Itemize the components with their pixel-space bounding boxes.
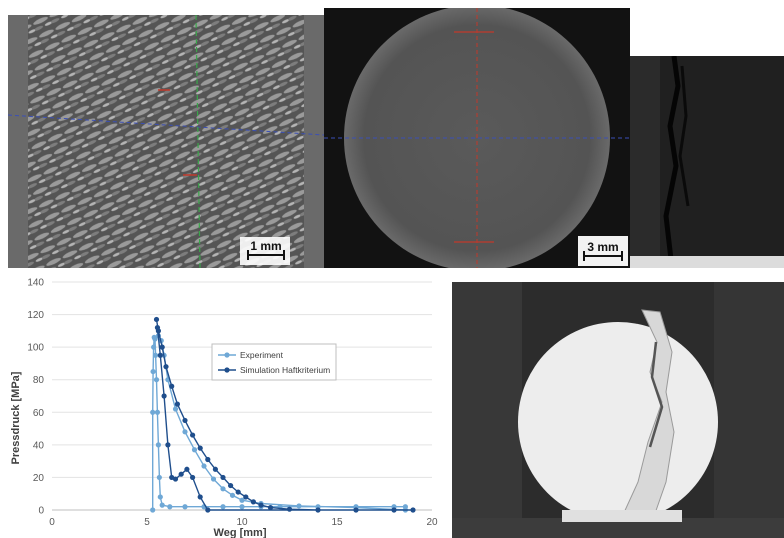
x-tick-label-4: 20 (426, 517, 438, 528)
crosshair-green-line (195, 15, 201, 268)
series-1-point-14 (243, 494, 249, 500)
series-0-point-28 (239, 497, 245, 503)
series-1-point-6 (182, 417, 188, 424)
series-1-point-13 (235, 489, 241, 495)
y-tick-label-2: 40 (33, 440, 45, 451)
series-1-point-11 (220, 474, 226, 481)
legend-box (211, 343, 337, 381)
series-0-point-30 (220, 486, 226, 492)
chart-svg: 0 20 40 60 80 100 120 140 0 5 10 15 20 Experiment Sim… (10, 278, 438, 538)
series-1-point-17 (267, 504, 274, 511)
series-0-point-35 (172, 406, 179, 412)
disk-specimen-graphic (452, 282, 784, 538)
series-0-point-32 (201, 463, 207, 469)
chart-gridlines (52, 281, 432, 511)
series-0-point-8 (154, 409, 161, 415)
series-1-point-18 (286, 506, 293, 512)
series-0-point-26 (296, 503, 302, 509)
series-0-point-0 (150, 507, 156, 513)
series-0-point-1 (150, 409, 156, 415)
series-1-point-4 (169, 383, 175, 389)
scale-bar-label-fibers: 1 mm (250, 239, 281, 253)
series-line-1 (155, 319, 413, 511)
series-1-point-2 (159, 344, 165, 350)
chart-series (150, 316, 416, 513)
series-1-point-26 (184, 466, 190, 472)
pressure-displacement-chart: 0 20 40 60 80 100 120 140 0 5 10 15 20 Experiment Sim… (0, 270, 452, 538)
x-tick-label-1: 5 (144, 517, 150, 528)
series-1-point-23 (205, 507, 211, 513)
series-0-point-10 (156, 474, 162, 481)
y-tick-label-5: 100 (27, 343, 44, 354)
scale-bar-label-disk: 3 mm (587, 240, 618, 254)
ct-fiber-slice-graphic: 1 mm (8, 15, 324, 268)
crack-line (663, 56, 681, 268)
series-1-point-15 (250, 499, 256, 505)
y-tick-label-3: 60 (33, 408, 45, 419)
disk-specimen-circle (518, 322, 718, 522)
series-0-point-16 (220, 504, 226, 510)
ct-fiber-slice-image: 1 mm (8, 15, 324, 268)
cracked-specimen-graphic-top (630, 56, 784, 268)
series-0-point-6 (152, 352, 159, 358)
y-axis-title: Pressdruck [MPa] (10, 371, 22, 464)
ct-disk-slice-graphic: 3 mm (324, 8, 630, 268)
series-0-point-17 (239, 504, 245, 510)
series-0-point-33 (191, 447, 198, 453)
series-1-point-32 (157, 352, 163, 358)
crosshair-red-marks (158, 89, 197, 176)
series-0-point-9 (155, 442, 161, 448)
x-axis-title: Weg [mm] (214, 527, 267, 538)
x-tick-label-0: 0 (49, 517, 55, 528)
series-1-point-7 (190, 432, 196, 438)
series-0-point-14 (182, 504, 188, 510)
series-0-point-2 (150, 368, 156, 375)
ct-disk-slice-image: 3 mm (324, 8, 630, 268)
series-0-point-3 (151, 344, 157, 350)
legend-label-0: Experiment (240, 350, 284, 360)
series-1-point-31 (161, 393, 167, 399)
series-1-point-30 (165, 442, 171, 448)
series-1-point-9 (205, 456, 211, 463)
crosshair-blue-line (8, 114, 324, 136)
chart-legend: Experiment Simulation Haftkriterium (211, 343, 337, 381)
series-1-point-21 (391, 507, 397, 513)
series-1-point-25 (190, 474, 196, 481)
y-tick-label-6: 120 (27, 310, 44, 321)
series-1-point-3 (163, 364, 169, 370)
legend-label-1: Simulation Haftkriterium (240, 365, 330, 375)
y-tick-label-4: 80 (33, 375, 45, 386)
series-1-point-0 (153, 316, 160, 323)
disk-specimen-photo (452, 282, 784, 538)
series-0-point-31 (210, 476, 217, 482)
series-1-point-22 (410, 507, 416, 513)
series-0-point-5 (152, 336, 158, 342)
series-1-point-8 (197, 445, 203, 451)
series-1-point-29 (169, 474, 175, 481)
series-0-point-13 (167, 504, 173, 510)
y-tick-label-0: 0 (38, 506, 44, 517)
series-0-point-11 (157, 494, 163, 500)
series-1-point-24 (197, 494, 203, 500)
series-1-point-20 (353, 507, 359, 513)
series-1-point-16 (258, 502, 264, 508)
series-1-point-10 (212, 466, 218, 472)
cracked-specimen-photo-top (630, 56, 784, 268)
series-0-point-34 (182, 429, 188, 435)
chart-axes: 0 20 40 60 80 100 120 140 0 5 10 15 20 (27, 278, 438, 529)
series-0-point-29 (229, 492, 236, 498)
series-1-point-27 (178, 471, 184, 477)
series-1-point-12 (228, 482, 234, 489)
y-tick-label-1: 20 (33, 473, 45, 484)
series-0-point-7 (153, 377, 160, 383)
series-1-point-5 (174, 401, 180, 407)
series-1-point-33 (154, 325, 161, 331)
x-tick-label-2: 10 (236, 517, 248, 528)
series-1-point-19 (315, 507, 321, 513)
series-0-point-12 (159, 502, 165, 508)
y-tick-label-7: 140 (27, 278, 44, 289)
legend-marker-0 (224, 352, 230, 358)
x-tick-label-3: 15 (331, 517, 343, 528)
legend-marker-1 (224, 367, 230, 373)
